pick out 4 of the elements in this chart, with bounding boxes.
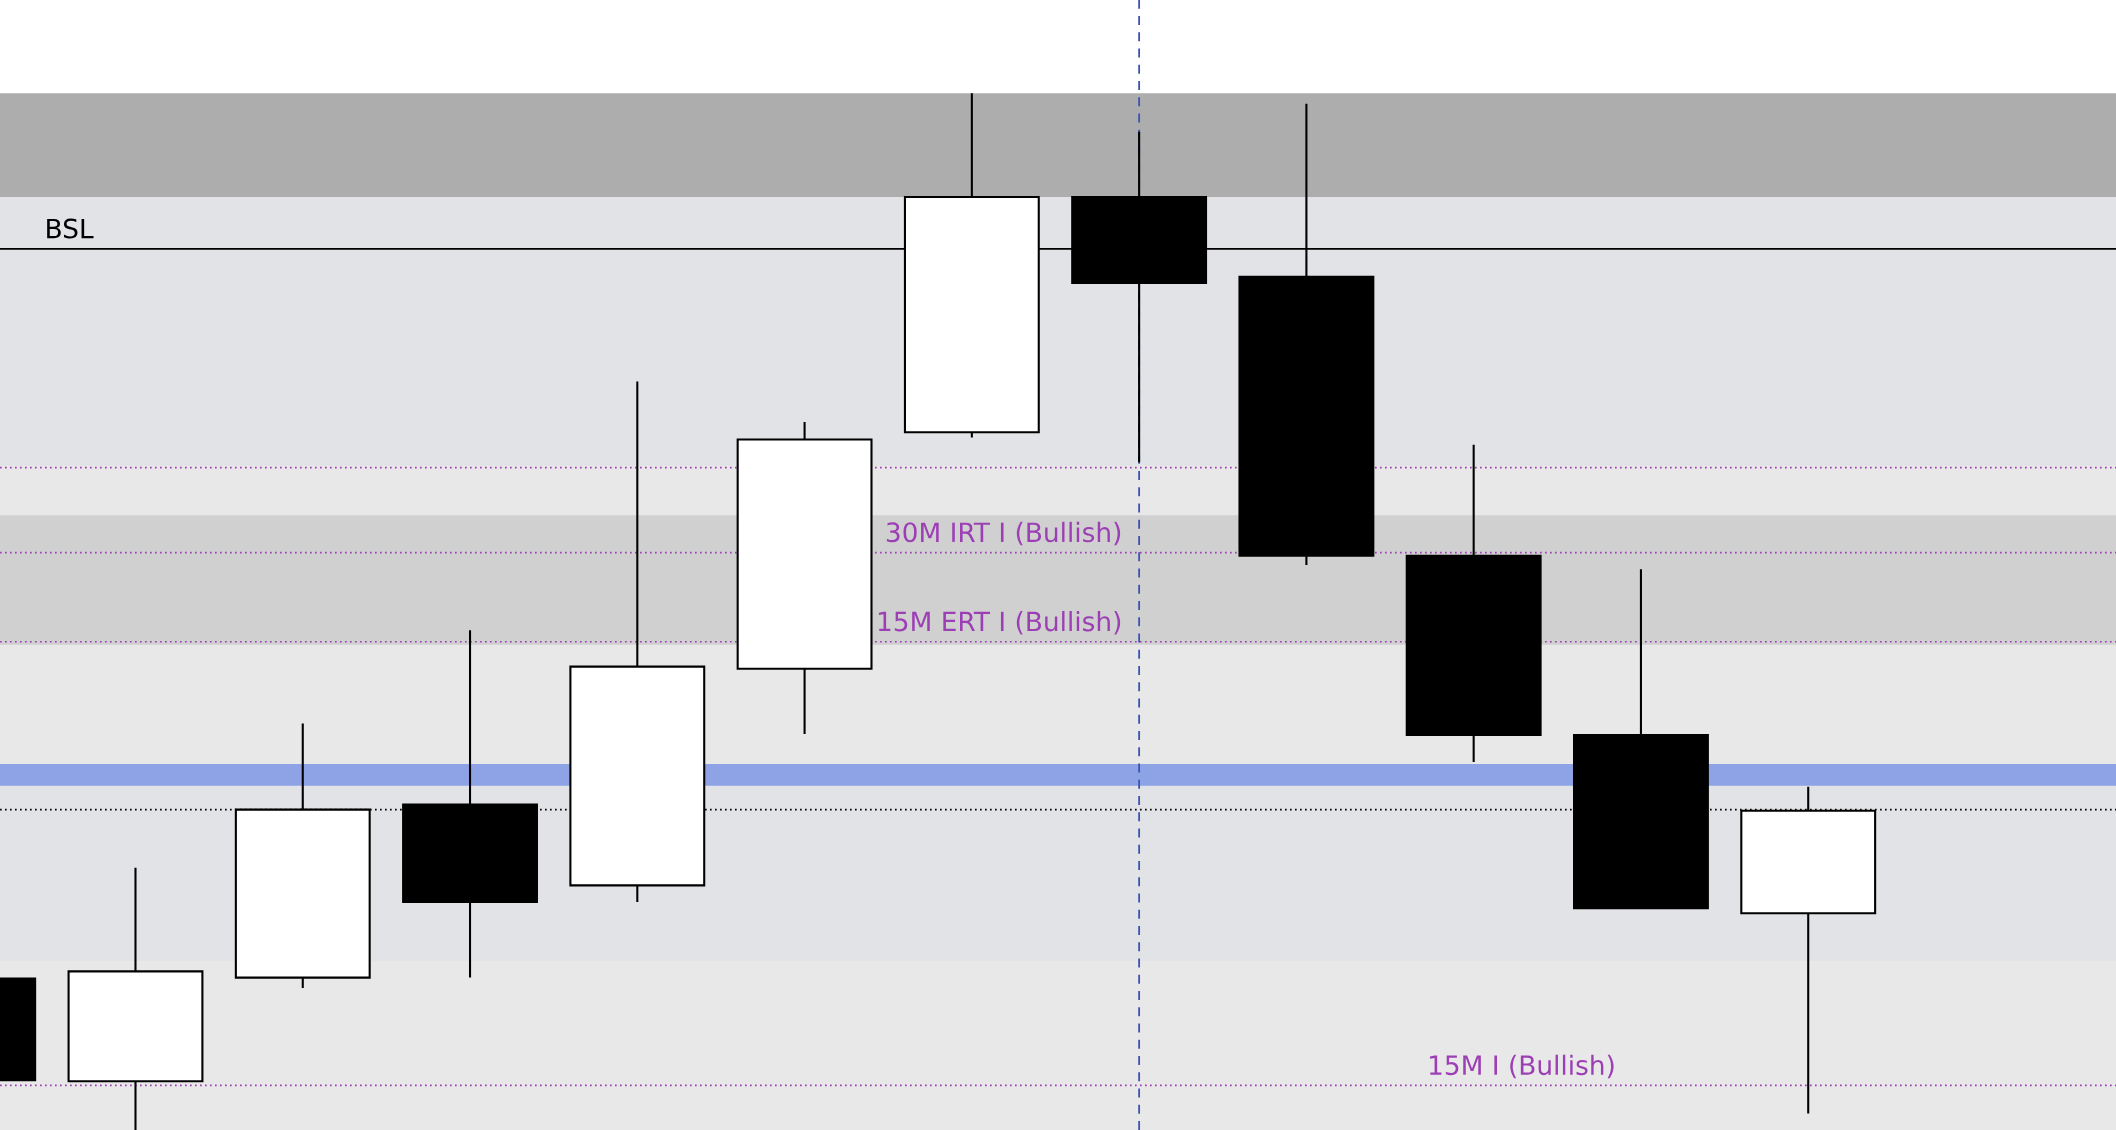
ref-line-label: 15M ERT I (Bullish) [878, 610, 1121, 635]
ref-line-label: 15M I (Bullish) [1429, 1054, 1614, 1079]
ref-line-label: 30M IRT I (Bullish) [886, 521, 1121, 546]
ref-line-label: BSL [47, 218, 94, 239]
